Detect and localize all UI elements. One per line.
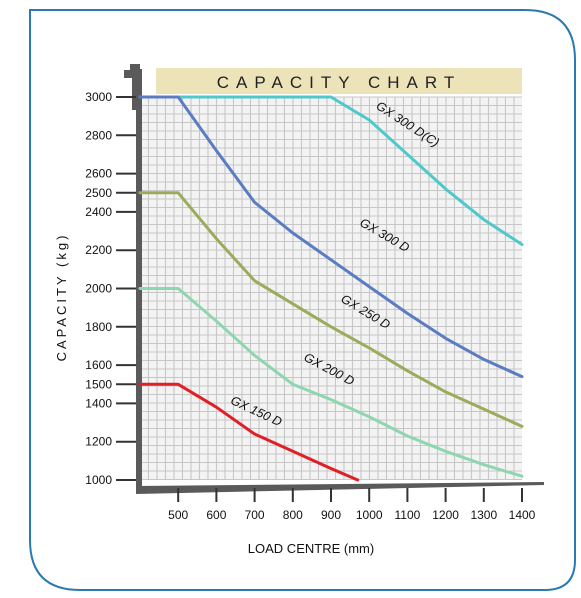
chart-title: CAPACITY CHART: [217, 73, 461, 92]
x-tick-label: 800: [283, 508, 303, 522]
y-tick-label: 2800: [85, 128, 112, 142]
series-line-4: [138, 382, 360, 482]
x-tick-label: 700: [245, 508, 265, 522]
x-tick-label: 1200: [432, 508, 459, 522]
y-tick-label: 1800: [85, 320, 112, 334]
chart-title-bar: [156, 68, 522, 94]
y-tick-label: 1000: [85, 473, 112, 487]
series-line-0: [138, 95, 524, 246]
series-line-1: [138, 95, 524, 379]
x-tick-label: 900: [321, 508, 341, 522]
series-line-3: [138, 287, 524, 478]
y-tick-label: 3000: [85, 90, 112, 104]
y-axis-title: CAPACITY (kg): [54, 233, 69, 362]
x-tick-label: 600: [206, 508, 226, 522]
y-tick-label: 2500: [85, 186, 112, 200]
plot-background: [140, 97, 522, 480]
y-tick-label: 2600: [85, 167, 112, 181]
x-axis-title: LOAD CENTRE (mm): [248, 541, 374, 556]
y-axis-line: [136, 69, 142, 490]
series-line-2: [138, 191, 524, 428]
x-axis-line: [136, 482, 544, 494]
x-tick-label: 1000: [356, 508, 383, 522]
x-tick-label: 500: [168, 508, 188, 522]
y-tick-label: 2000: [85, 282, 112, 296]
x-tick-label: 1300: [470, 508, 497, 522]
y-tick-label: 1400: [85, 396, 112, 410]
x-tick-label: 1100: [394, 508, 420, 522]
y-tick-label: 2400: [85, 205, 112, 219]
y-tick-label: 1500: [85, 377, 112, 391]
y-tick-label: 2200: [85, 243, 112, 257]
y-tick-label: 1600: [85, 358, 112, 372]
y-tick-label: 1200: [85, 435, 112, 449]
x-tick-label: 1400: [509, 508, 536, 522]
